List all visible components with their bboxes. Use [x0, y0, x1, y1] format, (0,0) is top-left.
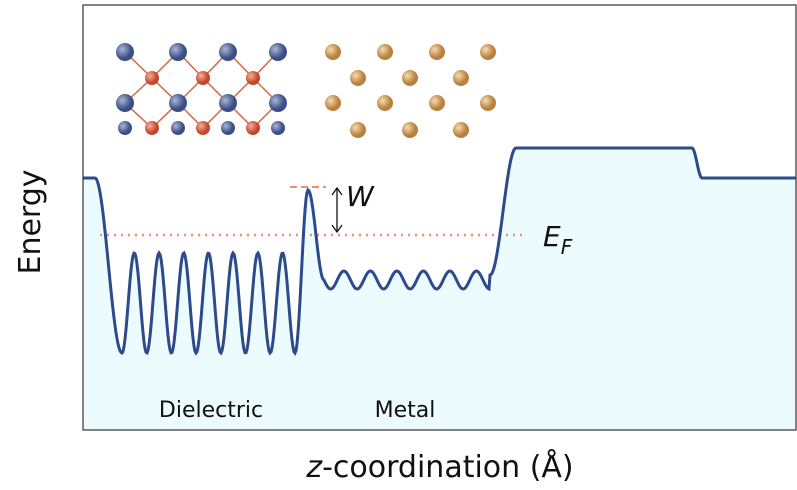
- x-axis-variable: z: [305, 450, 323, 485]
- y-axis-label: Energy: [13, 169, 48, 274]
- atom: [453, 122, 469, 138]
- atom: [246, 71, 260, 85]
- x-axis-label: z-coordination (Å): [305, 449, 573, 485]
- atom: [145, 71, 159, 85]
- atom: [480, 95, 496, 111]
- fermi-symbol: E: [543, 220, 561, 253]
- atom: [169, 43, 187, 61]
- atom: [118, 121, 132, 135]
- atom: [350, 70, 366, 86]
- atom: [269, 43, 287, 61]
- atom: [269, 94, 287, 112]
- region-label: Dielectric: [159, 398, 263, 423]
- atom: [196, 121, 210, 135]
- atom: [219, 43, 237, 61]
- atom: [377, 44, 393, 60]
- atom: [169, 94, 187, 112]
- atom: [325, 44, 341, 60]
- x-axis-label-rest: -coordination (Å): [322, 449, 574, 485]
- atom: [221, 121, 235, 135]
- atom: [145, 121, 159, 135]
- atom: [429, 44, 445, 60]
- atom: [325, 95, 341, 111]
- region-label: Metal: [375, 398, 436, 423]
- atom: [480, 44, 496, 60]
- atom: [377, 95, 393, 111]
- atom: [271, 121, 285, 135]
- atom: [429, 95, 445, 111]
- atom: [116, 94, 134, 112]
- diagram: Energy z-coordination (Å) Dielectric Met…: [0, 0, 797, 490]
- atom: [246, 121, 260, 135]
- page: Energy z-coordination (Å) Dielectric Met…: [0, 0, 797, 490]
- atom: [219, 94, 237, 112]
- atom: [171, 121, 185, 135]
- atom: [402, 122, 418, 138]
- atom: [116, 43, 134, 61]
- atom: [453, 70, 469, 86]
- atom: [350, 122, 366, 138]
- barrier-label: W: [346, 180, 375, 213]
- atom: [402, 70, 418, 86]
- atom: [196, 71, 210, 85]
- fermi-subscript: F: [561, 235, 573, 259]
